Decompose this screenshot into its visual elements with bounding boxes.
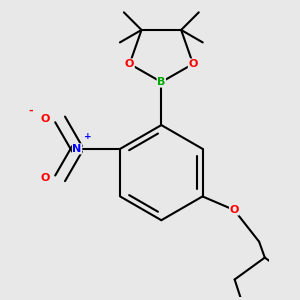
Text: O: O	[125, 59, 134, 69]
Text: N: N	[73, 144, 82, 154]
Text: O: O	[41, 114, 50, 124]
Text: +: +	[85, 132, 92, 141]
Text: O: O	[188, 59, 198, 69]
Text: B: B	[157, 77, 166, 87]
Text: -: -	[28, 106, 33, 116]
Text: O: O	[230, 205, 239, 215]
Text: O: O	[41, 173, 50, 183]
